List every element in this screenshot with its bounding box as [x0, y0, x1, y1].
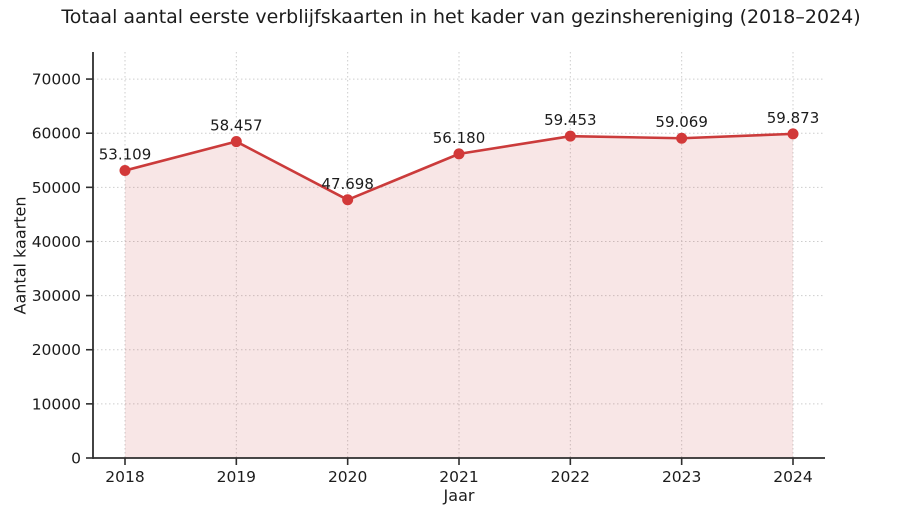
data-point [453, 148, 465, 160]
data-point [230, 136, 242, 148]
point-value-label: 59.069 [655, 113, 708, 131]
data-point [564, 130, 576, 142]
y-tick-label: 10000 [32, 395, 81, 413]
point-value-label: 59.873 [767, 109, 820, 127]
y-tick-label: 20000 [32, 341, 81, 359]
y-tick-label: 40000 [32, 233, 81, 251]
x-tick-label: 2022 [551, 468, 590, 486]
point-value-label: 53.109 [99, 146, 152, 164]
data-point [787, 128, 799, 140]
y-tick-label: 50000 [32, 179, 81, 197]
x-tick-label: 2019 [217, 468, 256, 486]
y-tick-label: 60000 [32, 125, 81, 143]
y-tick-label: 30000 [32, 287, 81, 305]
x-tick-label: 2023 [662, 468, 701, 486]
point-value-label: 47.698 [321, 175, 374, 193]
chart-title: Totaal aantal eerste verblijfskaarten in… [61, 6, 861, 28]
x-tick-label: 2020 [328, 468, 367, 486]
point-value-label: 58.457 [210, 117, 263, 135]
point-value-label: 59.453 [544, 111, 597, 129]
x-tick-label: 2018 [105, 468, 144, 486]
area-fill [125, 133, 793, 458]
point-value-label: 56.180 [433, 129, 486, 147]
data-point [342, 194, 354, 206]
x-axis-label: Jaar [443, 486, 475, 505]
x-tick-label: 2024 [773, 468, 812, 486]
data-point [676, 132, 688, 144]
data-point [119, 165, 131, 177]
y-tick-label: 0 [71, 450, 81, 468]
x-tick-label: 2021 [439, 468, 478, 486]
y-tick-label: 70000 [32, 71, 81, 89]
